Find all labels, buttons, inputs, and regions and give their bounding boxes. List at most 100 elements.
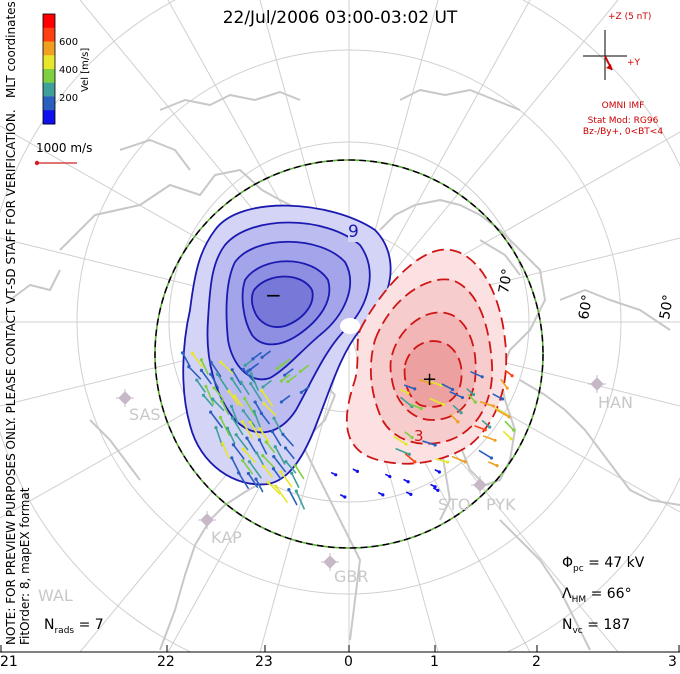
velocity-vector (220, 361, 234, 375)
velocity-vector-origin (441, 402, 445, 407)
velocity-vector (281, 358, 291, 366)
velocity-vector-origin (284, 459, 288, 464)
velocity-vector-origin (334, 473, 338, 477)
velocity-vector-origin (510, 374, 514, 378)
velocity-vector-origin (293, 464, 298, 468)
velocity-vector (209, 411, 223, 429)
velocity-vector-origin (433, 443, 437, 447)
velocity-vector (284, 447, 295, 460)
number-of-radars: Nrads = 7 (44, 617, 104, 636)
velocity-vector-origin (241, 459, 245, 463)
velocity-vector-origin (201, 393, 206, 397)
velocity-vector (213, 386, 224, 400)
station-han: HAN (598, 393, 633, 412)
velocity-vector (237, 472, 249, 489)
velocity-vector-origin (241, 409, 245, 413)
velocity-vector-origin (225, 426, 230, 430)
velocity-vector-origin (230, 377, 234, 381)
velocity-vector (449, 413, 459, 423)
velocity-vector-origin (381, 493, 385, 497)
velocity-vector (254, 401, 263, 414)
velocity-vector (275, 485, 288, 504)
velocity-vector-origin (199, 368, 204, 372)
velocity-vector (404, 453, 416, 463)
velocity-vector-origin (259, 411, 264, 415)
colorbar-segment (43, 14, 55, 29)
velocity-vector-origin (211, 397, 215, 401)
velocity-vector (263, 402, 276, 416)
velocity-vector-origin (231, 443, 235, 447)
velocity-vector (295, 490, 305, 510)
mlt-label-2: 2 (532, 654, 541, 670)
velocity-vector (221, 442, 230, 459)
velocity-vector (219, 416, 231, 437)
velocity-vectors-dawn (330, 369, 516, 499)
heppner-maynard-latitude: ΛHM = 66° (562, 586, 632, 605)
mlt-label-3: 3 (668, 654, 677, 670)
velocity-vector-origin (218, 415, 223, 420)
heppner-maynard-boundary-green (154, 159, 544, 549)
velocity-vector-origin (229, 404, 234, 408)
mlt-label-1: 1 (430, 654, 439, 670)
velocity-vector (260, 412, 271, 425)
imf-z-axis-label: +Z (5 nT) (608, 12, 652, 22)
mlt-coordinates-label: MLT coordinates (4, 1, 18, 98)
velocity-vector-origin (199, 358, 204, 362)
station-kap: KAP (211, 528, 242, 547)
velocity-vector-origin (495, 464, 499, 468)
velocity-vector-origin (272, 416, 276, 420)
station-gbr: GBR (334, 567, 369, 586)
velocity-vector-origin (298, 369, 303, 374)
colorbar-tick-200: 200 (59, 93, 79, 104)
velocity-vector-origin (287, 487, 291, 492)
imf-clock (583, 30, 627, 80)
velocity-vector-origin (221, 442, 225, 446)
velocity-vector (393, 435, 407, 445)
velocity-vector (202, 394, 214, 407)
velocity-vector (504, 420, 515, 431)
velocity-vector (287, 374, 297, 383)
velocity-vector (187, 365, 202, 380)
velocity-vector (205, 385, 215, 405)
velocity-vector-origin (249, 372, 253, 376)
velocity-vector (247, 472, 259, 488)
velocity-vector (395, 448, 411, 456)
velocity-vector-origin (279, 400, 284, 404)
velocity-vector-origin (406, 480, 410, 484)
velocity-vector-origin (273, 445, 277, 449)
velocity-vector (230, 377, 242, 393)
velocity-vector (215, 426, 223, 447)
velocity-vector (492, 393, 504, 400)
velocity-colorbar (42, 13, 56, 125)
velocity-vector (253, 410, 262, 430)
colorbar-segment (43, 110, 55, 125)
velocity-vector (216, 373, 229, 391)
velocity-vector-origin (483, 428, 487, 432)
velocity-vector (474, 425, 487, 431)
velocity-vectors-dusk (180, 350, 311, 510)
colorbar-segment (43, 96, 55, 111)
velocity-vector (242, 409, 256, 428)
velocity-vector-origin (283, 373, 287, 377)
velocity-vector-origin (215, 372, 220, 376)
number-of-vectors: Nvc = 187 (562, 617, 631, 636)
velocity-vector-origin (204, 384, 208, 389)
velocity-vector (181, 352, 191, 368)
cusp-gap (340, 318, 360, 334)
station-sas: SAS (129, 405, 161, 424)
velocity-vector-origin (209, 372, 213, 376)
velocity-vector-origin (195, 378, 199, 382)
velocity-vector-origin (246, 471, 251, 476)
velocity-vector-origin (249, 382, 253, 386)
imf-y-axis-label: +Y (627, 58, 641, 68)
velocity-vector-origin (410, 435, 414, 440)
velocity-vector-origin (245, 436, 249, 440)
velocity-vector (300, 385, 311, 394)
velocity-vector-origin (254, 477, 258, 481)
velocity-vector (261, 350, 271, 359)
velocity-vector (211, 398, 225, 412)
velocity-vector-origin (406, 391, 410, 395)
velocity-vector-origin (209, 410, 213, 414)
velocity-vector-origin (388, 474, 392, 479)
